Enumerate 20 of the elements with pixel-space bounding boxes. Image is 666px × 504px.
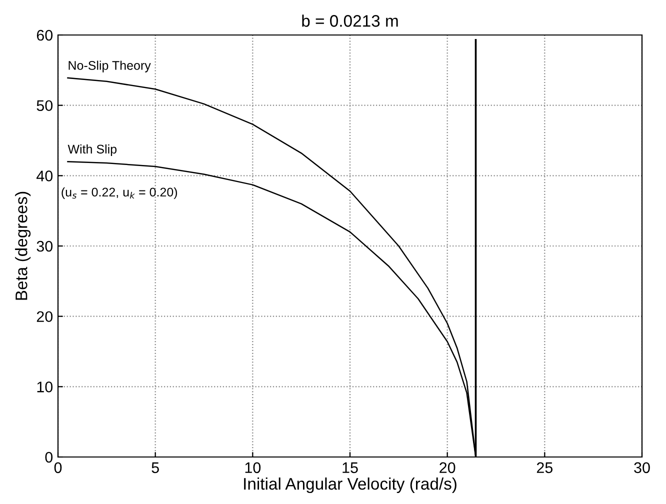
- chart-title: b = 0.0213 m: [302, 14, 398, 27]
- x-axis-title: Initial Angular Velocity (rad/s): [244, 477, 456, 494]
- y-axis-title: Beta (degrees): [15, 192, 31, 300]
- x-tick-label: 5: [152, 462, 159, 474]
- y-tick-label: 0: [45, 452, 53, 463]
- y-tick-label: 20: [36, 311, 53, 322]
- x-tick-label: 30: [634, 462, 650, 474]
- annotation: (u$_{s}$ = 0.22, u$_{k}$ = 0.20): [62, 187, 178, 200]
- x-tick-label: 10: [245, 462, 261, 474]
- y-tick-label: 10: [37, 382, 53, 392]
- x-tick-label: 25: [536, 462, 553, 474]
- y-tick-label: 60: [36, 30, 53, 41]
- y-tick-label: 30: [36, 240, 53, 252]
- x-tick-label: 15: [342, 462, 358, 474]
- x-tick-label: 0: [54, 462, 62, 474]
- series-label: With Slip: [68, 144, 117, 156]
- x-tick-label: 20: [440, 462, 456, 474]
- y-tick-label: 50: [36, 100, 53, 112]
- y-tick-label: 40: [36, 170, 53, 182]
- series-label: No-Slip Theory: [68, 60, 151, 72]
